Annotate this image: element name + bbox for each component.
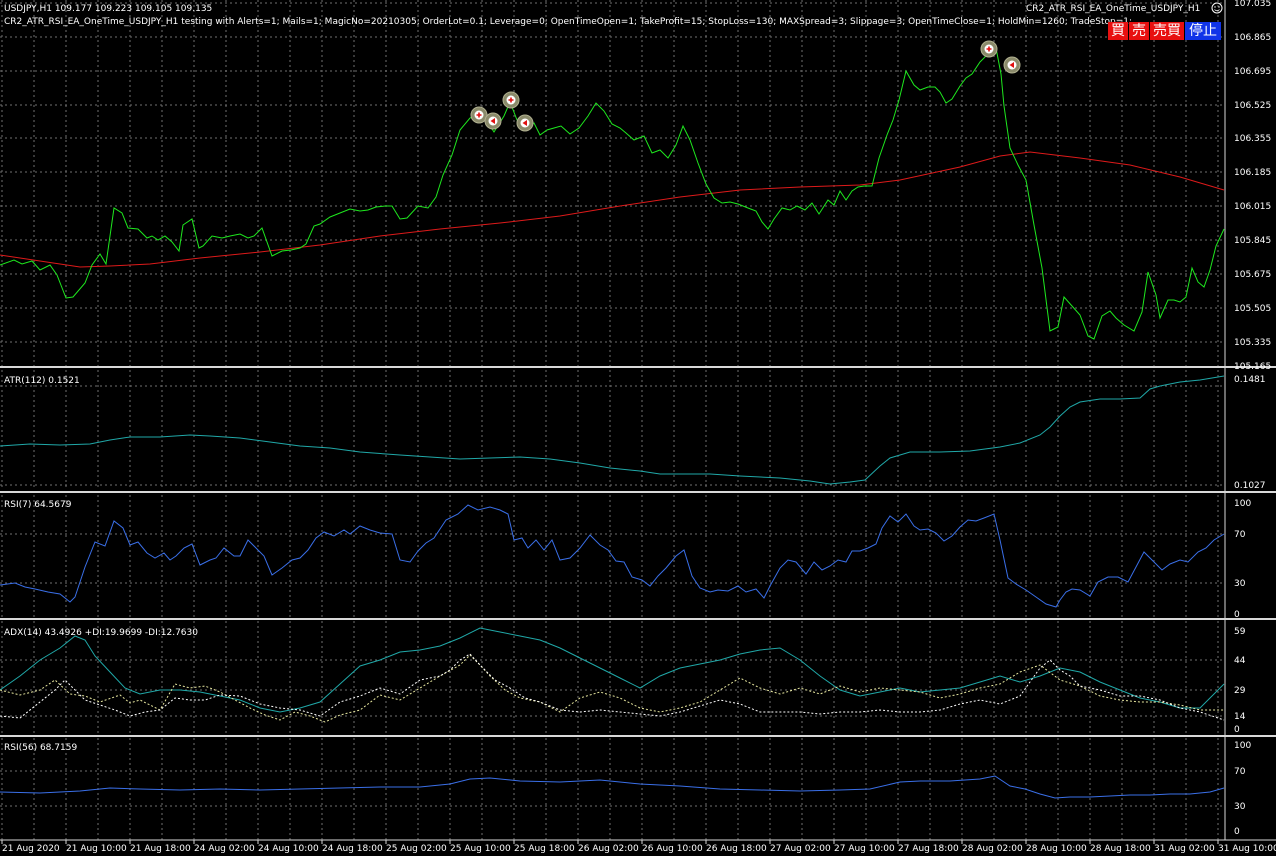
rsi7-line [0, 504, 1225, 608]
indicator-scale-label: 70 [1234, 530, 1246, 540]
rsi56-line [0, 775, 1225, 799]
indicator-scale-label: 100 [1234, 499, 1251, 509]
price-scale-label: 105.165 [1234, 362, 1271, 372]
time-axis-label: 31 Aug 10:00 [1218, 844, 1276, 854]
grid [0, 0, 1224, 840]
rsi56-label: RSI(56) 68.7159 [4, 743, 77, 753]
time-axis-label: 25 Aug 02:00 [386, 844, 447, 854]
indicator-scale-label: 100 [1234, 741, 1251, 751]
indicator-scale-label: 14 [1234, 712, 1246, 722]
price-scale-label: 106.525 [1234, 101, 1271, 111]
stop-button[interactable]: 停止 [1185, 22, 1221, 40]
time-axis-label: 21 Aug 18:00 [130, 844, 191, 854]
time-axis-label: 24 Aug 10:00 [258, 844, 319, 854]
sell-buy-button[interactable]: 売買 [1150, 22, 1184, 40]
indicator-scale-label: 0 [1234, 725, 1240, 735]
time-axis-label: 26 Aug 10:00 [642, 844, 703, 854]
time-axis-label: 28 Aug 02:00 [962, 844, 1023, 854]
smiley-icon[interactable] [1211, 2, 1223, 14]
sell-exit-marker [516, 114, 534, 132]
moving-average-line [0, 151, 1225, 268]
price-scale-label: 107.035 [1234, 0, 1271, 9]
time-axis-label: 27 Aug 18:00 [898, 844, 959, 854]
time-axis-label: 25 Aug 10:00 [450, 844, 511, 854]
indicator-scale-label: 44 [1234, 656, 1246, 666]
time-axis-label: 28 Aug 10:00 [1026, 844, 1087, 854]
sell-button[interactable]: 売 [1129, 22, 1149, 40]
price-scale-label: 106.185 [1234, 168, 1271, 178]
minus-di-line [0, 653, 1225, 721]
buy-entry-marker [980, 40, 998, 58]
buy-button[interactable]: 買 [1108, 22, 1128, 40]
plus-di-line [0, 654, 1224, 723]
price-scale-label: 106.695 [1234, 67, 1271, 77]
time-axis-label: 21 Aug 2020 [2, 844, 60, 854]
buy-entry-marker [502, 91, 520, 109]
trade-markers [470, 40, 1021, 132]
time-axis-label: 31 Aug 02:00 [1154, 844, 1215, 854]
price-line [0, 41, 1225, 340]
price-scale-label: 105.335 [1234, 338, 1271, 348]
sell-exit-marker [484, 112, 502, 130]
time-axis-label: 27 Aug 02:00 [770, 844, 831, 854]
time-axis-label: 26 Aug 18:00 [706, 844, 767, 854]
time-axis-label: 26 Aug 02:00 [578, 844, 639, 854]
indicator-scale-label: 0 [1234, 827, 1240, 837]
price-scale-label: 106.015 [1234, 202, 1271, 212]
price-scale-label: 106.355 [1234, 134, 1271, 144]
price-scale-label: 106.865 [1234, 33, 1271, 43]
time-axis-label: 25 Aug 18:00 [514, 844, 575, 854]
adx-line [0, 627, 1225, 713]
time-axis-label: 27 Aug 10:00 [834, 844, 895, 854]
indicator-scale-label: 30 [1234, 579, 1246, 589]
time-axis-label: 21 Aug 10:00 [66, 844, 127, 854]
indicator-scale-label: 70 [1234, 767, 1246, 777]
symbol-info: USDJPY,H1 109.177 109.223 109.105 109.13… [4, 4, 212, 14]
ea-name: CR2_ATR_RSI_EA_OneTime_USDJPY_H1 [1026, 4, 1200, 14]
sell-exit-marker [1003, 56, 1021, 74]
atr-label: ATR(112) 0.1521 [4, 376, 80, 386]
price-scale-label: 105.675 [1234, 270, 1271, 280]
ea-parameters: CR2_ATR_RSI_EA_OneTime_USDJPY_H1 testing… [4, 17, 1132, 27]
time-axis: 21 Aug 2020 21 Aug 10:00 21 Aug 18:00 24 Au… [1, 840, 1276, 854]
rsi7-label: RSI(7) 64.5679 [4, 500, 72, 510]
adx-label: ADX(14) 43.4926 +DI:19.9699 -DI:12.7630 [4, 628, 198, 638]
indicator-scale-label: 0.1481 [1234, 375, 1266, 385]
atr-line [0, 375, 1225, 485]
indicator-scale-label: 59 [1234, 627, 1246, 637]
time-axis-label: 28 Aug 18:00 [1090, 844, 1151, 854]
price-scale: 107.035 106.865 106.695 106.525 106.355 106.1… [1234, 0, 1271, 837]
indicator-scale-label: 29 [1234, 686, 1246, 696]
time-axis-label: 24 Aug 02:00 [194, 844, 255, 854]
time-axis-label: 24 Aug 18:00 [322, 844, 383, 854]
price-scale-label: 105.845 [1234, 236, 1271, 246]
price-scale-label: 105.505 [1234, 304, 1271, 314]
indicator-scale-label: 0.1027 [1234, 481, 1266, 491]
indicator-scale-label: 30 [1234, 802, 1246, 812]
indicator-scale-label: 0 [1234, 610, 1240, 620]
